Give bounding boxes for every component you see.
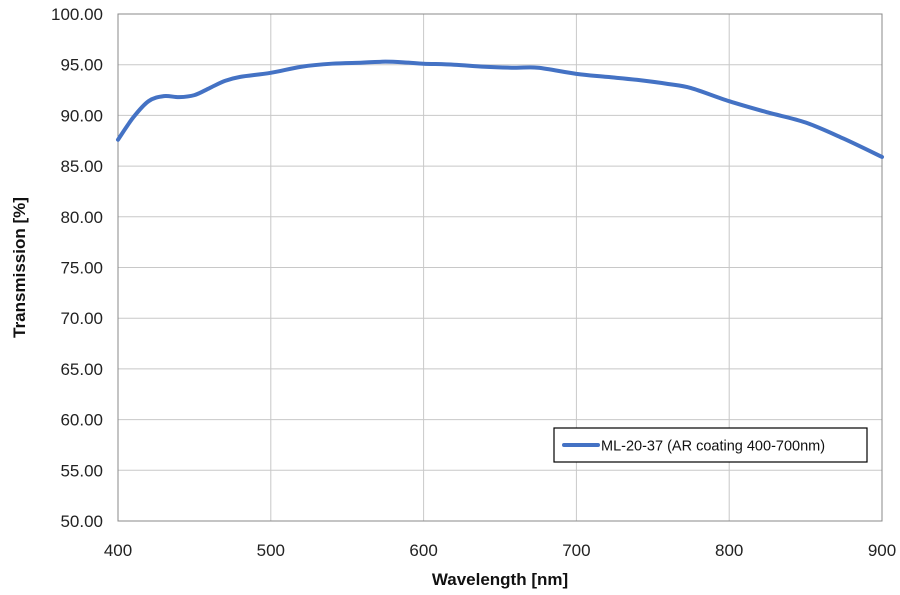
y-tick-label: 55.00 [60,461,103,480]
plot-area-frame [117,13,883,522]
y-axis-title: Transmission [%] [10,197,29,338]
y-tick-label: 90.00 [60,106,103,125]
x-tick-label: 900 [868,541,896,560]
x-tick-label: 700 [562,541,590,560]
y-tick-label: 85.00 [60,157,103,176]
y-tick-label: 80.00 [60,208,103,227]
y-tick-label: 70.00 [60,309,103,328]
y-tick-label: 50.00 [60,512,103,531]
y-tick-label: 60.00 [60,411,103,430]
legend: ML-20-37 (AR coating 400-700nm) [553,427,868,463]
y-tick-label: 95.00 [60,56,103,75]
y-tick-labels: 50.00 55.00 60.00 65.00 70.00 75.00 80.00 85.00… [51,5,103,531]
series-line-ml-20-37 [116,59,884,159]
y-tick-label: 65.00 [60,360,103,379]
y-tick-label: 100.00 [51,5,103,24]
x-axis-title: Wavelength [nm] [432,570,568,589]
legend-label: ML-20-37 (AR coating 400-700nm) [601,439,825,455]
x-tick-label: 800 [715,541,743,560]
x-tick-label: 400 [104,541,132,560]
x-tick-label: 600 [409,541,437,560]
x-tick-labels: 400 500 600 700 800 900 [104,541,896,560]
legend-box [553,427,868,463]
x-tick-label: 500 [257,541,285,560]
y-tick-label: 75.00 [60,259,103,278]
